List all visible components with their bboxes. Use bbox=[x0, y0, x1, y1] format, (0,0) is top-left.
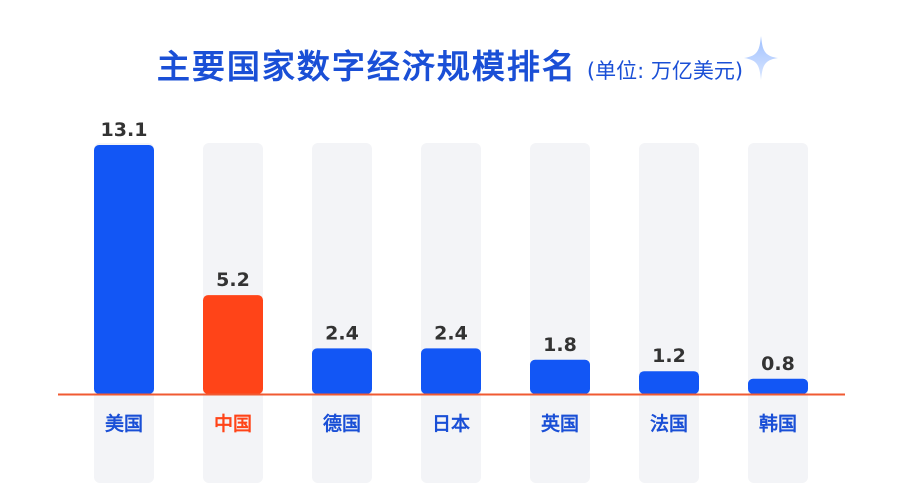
bar-0 bbox=[94, 145, 154, 394]
sparkle-icon bbox=[744, 36, 778, 80]
category-label-4: 英国 bbox=[541, 412, 579, 435]
bar-6 bbox=[748, 378, 808, 394]
bar-track-2 bbox=[312, 143, 372, 483]
bar-track-4 bbox=[530, 143, 590, 483]
category-label-0: 美国 bbox=[105, 412, 143, 435]
category-label-2: 德国 bbox=[323, 412, 361, 435]
value-label-4: 1.8 bbox=[543, 334, 577, 356]
bar-4 bbox=[530, 359, 590, 394]
category-label-5: 法国 bbox=[650, 412, 688, 435]
bar-3 bbox=[421, 348, 481, 394]
value-label-3: 2.4 bbox=[434, 322, 468, 344]
chart-title: 主要国家数字经济规模排名 bbox=[156, 47, 577, 86]
category-label-3: 日本 bbox=[432, 412, 470, 435]
category-label-6: 韩国 bbox=[759, 412, 797, 435]
bar-track-5 bbox=[639, 143, 699, 483]
bar-track-6 bbox=[748, 143, 808, 483]
category-label-1: 中国 bbox=[214, 412, 252, 435]
bar-2 bbox=[312, 348, 372, 394]
value-label-2: 2.4 bbox=[325, 322, 359, 344]
value-label-5: 1.2 bbox=[652, 345, 686, 367]
bar-track-3 bbox=[421, 143, 481, 483]
value-label-1: 5.2 bbox=[216, 269, 250, 291]
bar-5 bbox=[639, 371, 699, 394]
value-label-6: 0.8 bbox=[761, 353, 795, 375]
bar-1 bbox=[203, 295, 263, 394]
chart-subtitle: (单位: 万亿美元) bbox=[586, 59, 744, 83]
title-row: 主要国家数字经济规模排名 (单位: 万亿美元) bbox=[0, 40, 900, 88]
value-label-0: 13.1 bbox=[101, 119, 148, 141]
